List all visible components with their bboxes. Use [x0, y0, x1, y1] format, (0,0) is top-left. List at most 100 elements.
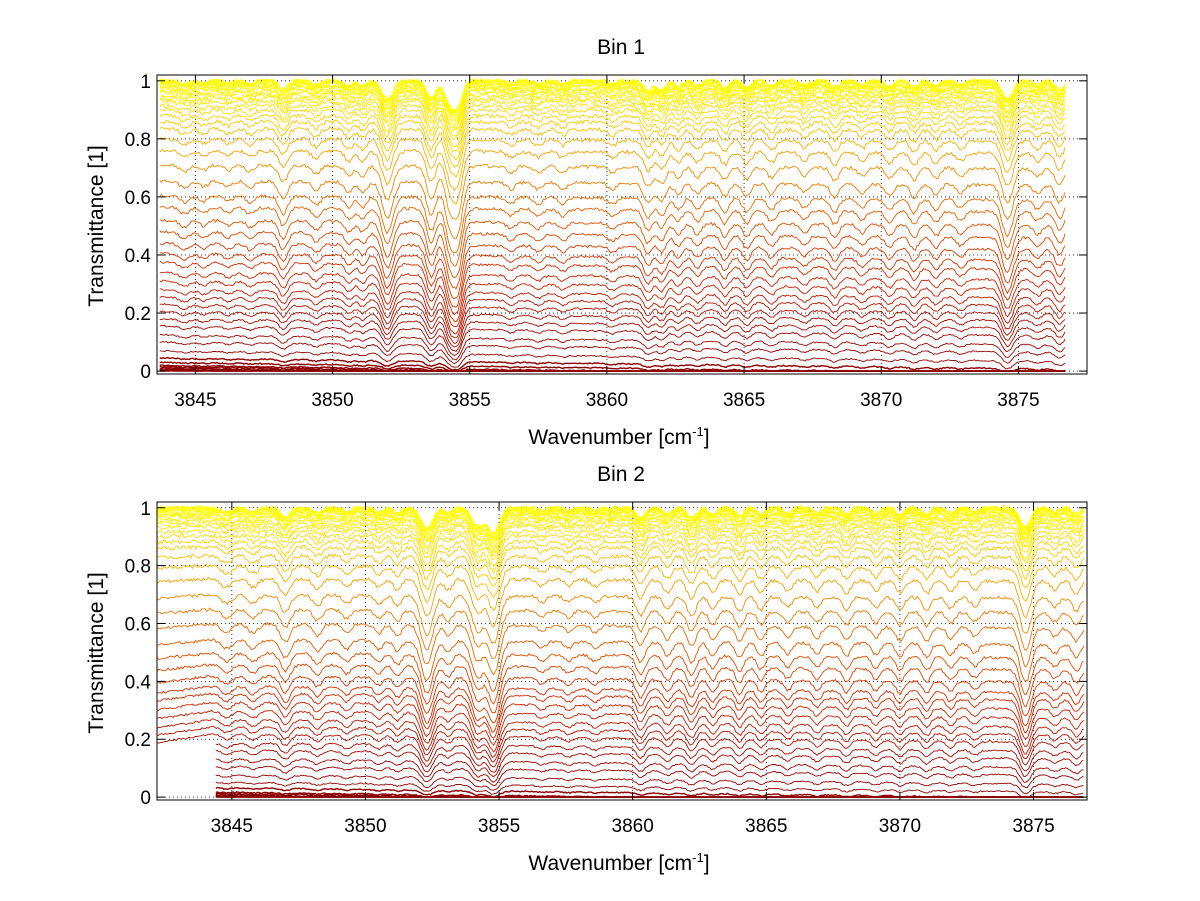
y-tick-label: 0.4 [125, 672, 152, 693]
series-line [159, 310, 1066, 348]
series-line [157, 701, 1085, 746]
series-line [215, 765, 1084, 789]
series-line [157, 607, 1084, 660]
series-line [157, 520, 1085, 558]
y-tick-label: 0.6 [125, 188, 151, 209]
series-line [215, 749, 1084, 778]
series-line [159, 102, 1066, 148]
series-line [157, 563, 1085, 612]
series-line [157, 733, 1084, 768]
series-line [157, 507, 1085, 542]
x-tick-label: 3845 [174, 390, 216, 411]
series-line [157, 685, 1085, 733]
series-line [159, 136, 1066, 192]
series-group [159, 77, 1066, 372]
series-line [159, 252, 1066, 308]
x-tick-label: 3860 [586, 390, 628, 411]
series-group [157, 504, 1085, 798]
series-line [157, 638, 1085, 692]
series-line [157, 523, 1085, 561]
series-line [159, 288, 1066, 335]
series-line [157, 510, 1085, 545]
series-line [159, 317, 1066, 353]
axes-frame [156, 74, 1088, 375]
bin-1-x-axis-label: Wavenumber [cm-1] [528, 424, 709, 449]
x-tick-label: 3855 [449, 390, 491, 411]
series-line [159, 333, 1066, 361]
x-tick-label: 3870 [879, 816, 921, 837]
series-line [157, 674, 1085, 724]
series-line [157, 538, 1085, 581]
series-line [159, 126, 1066, 178]
y-tick-label: 0.4 [125, 246, 152, 267]
series-line [159, 356, 1066, 372]
series-line [159, 90, 1066, 130]
series-line [159, 260, 1066, 316]
series-line [215, 757, 1084, 783]
series-line [157, 553, 1085, 599]
y-tick-label: 0.6 [125, 615, 151, 636]
series-line [159, 229, 1066, 290]
x-tick-label: 3875 [1012, 816, 1054, 837]
series-line [159, 95, 1066, 137]
series-line [159, 241, 1066, 300]
series-line [159, 77, 1066, 113]
series-line [157, 725, 1085, 763]
series-line [159, 341, 1066, 364]
bin-1-plot-area: 3845 3850 3855 3860 3865 3870 3875 0 0.2 0.4 0.6 0.… [125, 72, 1088, 411]
bin-1-x-axis-label-superscript: -1 [692, 424, 704, 439]
series-line [159, 303, 1066, 344]
series-line [159, 324, 1066, 356]
bin-2-panel: Bin 2 3845 3850 3855 3860 3865 3870 3875 0 0.2 0.… [85, 463, 1088, 875]
series-line [215, 786, 1084, 798]
x-tick-label: 3870 [860, 390, 902, 411]
bin-2-x-axis-label-superscript: -1 [692, 850, 704, 865]
series-line [157, 718, 1085, 758]
x-tick-label: 3865 [745, 816, 787, 837]
axes-frame [156, 501, 1088, 801]
series-line [157, 692, 1085, 739]
series-line [159, 193, 1066, 254]
y-tick-label: 1 [140, 499, 151, 520]
series-line [215, 781, 1084, 798]
x-tick-label: 3860 [612, 816, 654, 837]
series-line [159, 77, 1066, 113]
y-tick-label: 0 [140, 362, 151, 383]
x-tick-label: 3875 [997, 390, 1039, 411]
bin-1-title: Bin 1 [597, 36, 645, 59]
y-tick-label: 1 [140, 72, 151, 93]
series-line [159, 98, 1066, 141]
series-line [159, 148, 1066, 205]
series-line [159, 295, 1066, 339]
series-line [157, 663, 1085, 713]
bin-1-x-axis-label-main: Wavenumber [cm [528, 426, 692, 449]
bin-2-x-axis-label-main: Wavenumber [cm [528, 852, 692, 875]
series-line [157, 544, 1085, 587]
series-line [159, 349, 1066, 370]
y-tick-label: 0.2 [125, 304, 151, 325]
series-line [159, 218, 1066, 279]
series-line [157, 532, 1085, 575]
series-line [159, 88, 1066, 128]
y-tick-label: 0.2 [125, 730, 151, 751]
series-line [159, 119, 1066, 169]
y-tick-label: 0.8 [125, 557, 151, 578]
bin-1-x-axis-label-end: ] [704, 426, 710, 449]
series-line [157, 651, 1084, 705]
series-line [159, 205, 1066, 267]
y-tick-label: 0.8 [125, 130, 151, 151]
bin-2-title: Bin 2 [597, 463, 645, 486]
series-line [157, 593, 1085, 644]
series-line [157, 515, 1085, 552]
series-line [159, 163, 1066, 220]
series-line [157, 504, 1085, 537]
series-line [157, 621, 1085, 676]
bin-2-x-axis-label: Wavenumber [cm-1] [528, 850, 709, 875]
series-line [215, 791, 1084, 798]
series-line [159, 107, 1066, 153]
series-line [157, 528, 1085, 568]
series-line [159, 279, 1066, 328]
bin-1-y-axis-label: Transmittance [1] [85, 145, 108, 306]
series-line [215, 774, 1084, 794]
series-line [159, 361, 1066, 372]
